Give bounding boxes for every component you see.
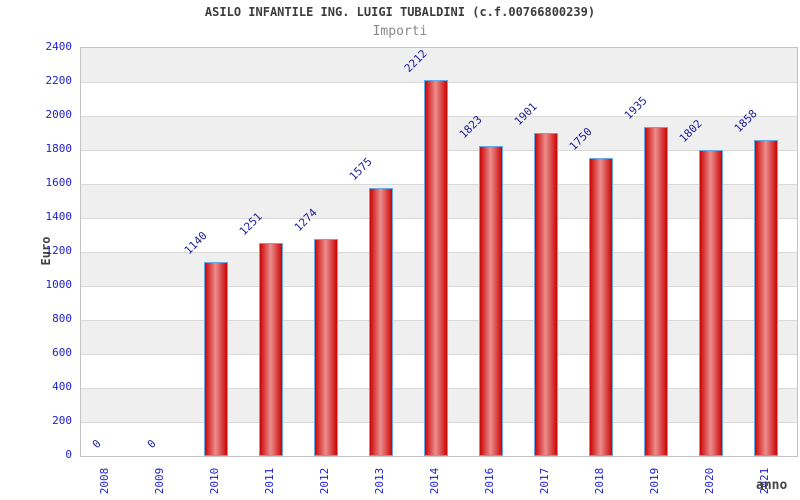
y-tick-label: 1000: [45, 278, 73, 291]
chart-subtitle: Importi: [372, 24, 428, 39]
chart-title: ASILO INFANTILE ING. LUIGI TUBALDINI (c.…: [204, 5, 596, 19]
x-axis-label: anno: [756, 478, 788, 493]
y-tick-label: 2400: [45, 40, 73, 53]
bar-2019: [644, 127, 668, 456]
bar-2017: [534, 133, 558, 456]
x-tick-label-2009: 2009: [153, 467, 166, 495]
plot-band: [81, 48, 797, 82]
bar-2020: [699, 150, 723, 456]
y-tick-label: 600: [52, 346, 72, 359]
bar-2016: [479, 146, 503, 456]
bar-2012: [314, 239, 338, 456]
x-tick-label-2010: 2010: [208, 467, 221, 495]
y-tick-label: 1200: [45, 244, 73, 257]
y-tick-label: 0: [65, 448, 72, 461]
x-tick-label-2020: 2020: [703, 467, 716, 495]
bar-2018: [589, 158, 613, 456]
x-tick-label-2012: 2012: [318, 467, 331, 495]
x-tick-label-2013: 2013: [373, 467, 386, 495]
y-tick-label: 1600: [45, 176, 73, 189]
y-tick-label: 200: [52, 414, 72, 427]
y-tick-label: 800: [52, 312, 72, 325]
y-tick-label: 400: [52, 380, 72, 393]
x-tick-label-2019: 2019: [648, 467, 661, 495]
bar-2011: [259, 243, 283, 456]
y-tick-label: 2000: [45, 108, 73, 121]
x-tick-label-2011: 2011: [263, 467, 276, 495]
x-tick-label-2008: 2008: [98, 467, 111, 495]
x-tick-label-2014: 2014: [428, 467, 441, 495]
y-tick-label: 1400: [45, 210, 73, 223]
bar-2013: [369, 188, 393, 456]
bar-2021: [754, 140, 778, 456]
bar-2010: [204, 262, 228, 456]
x-tick-label-2017: 2017: [538, 467, 551, 495]
x-tick-label-2018: 2018: [593, 467, 606, 495]
x-tick-label-2016: 2016: [483, 467, 496, 495]
y-tick-label: 2200: [45, 74, 73, 87]
y-tick-label: 1800: [45, 142, 73, 155]
bar-2014: [424, 80, 448, 456]
